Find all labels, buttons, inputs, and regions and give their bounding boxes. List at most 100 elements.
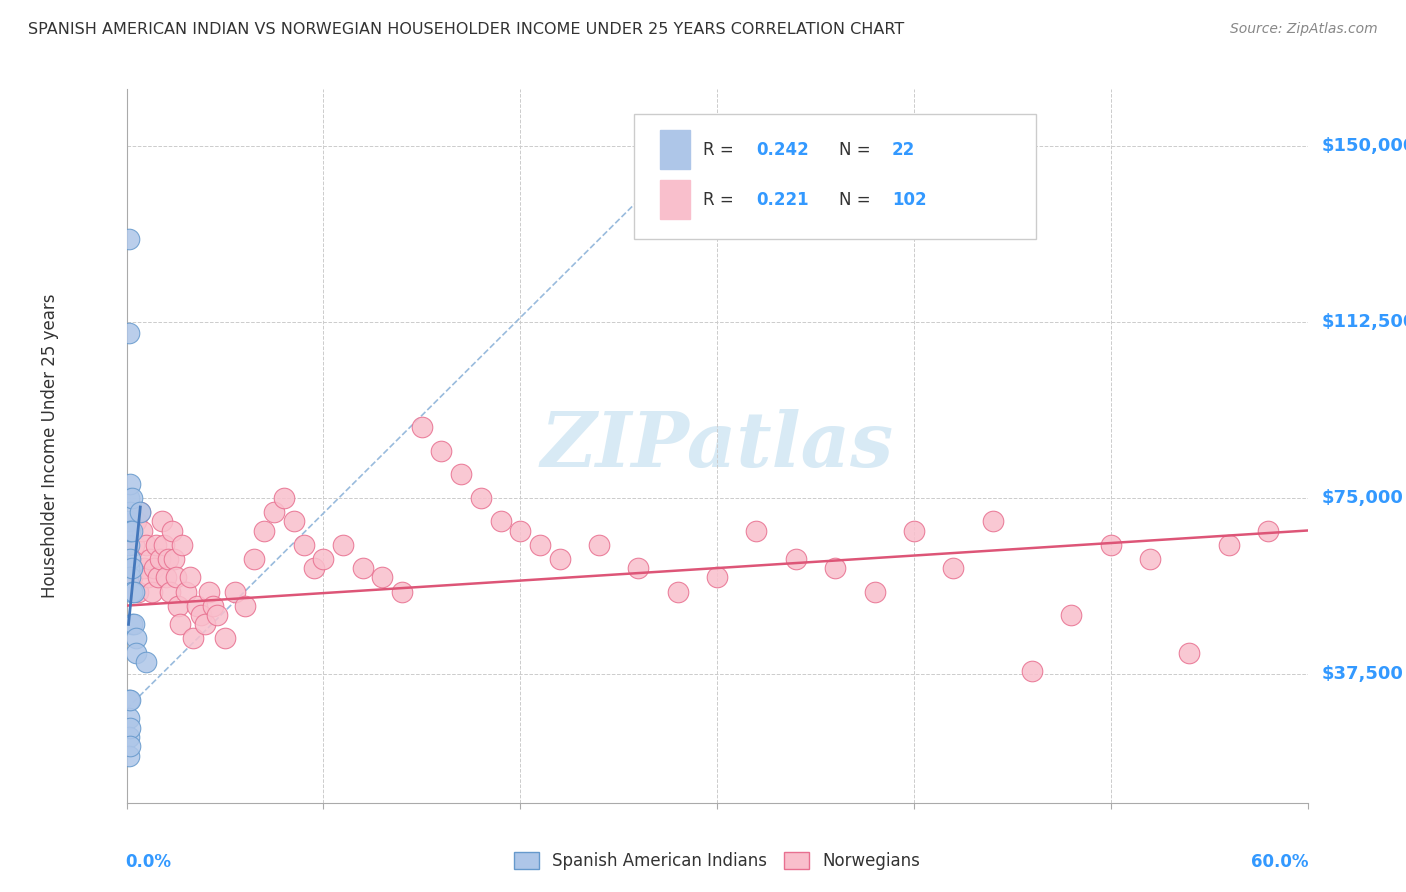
Point	[129, 505, 152, 519]
Point	[120, 739, 142, 754]
Point	[135, 538, 157, 552]
Point	[143, 561, 166, 575]
Point	[135, 655, 157, 669]
Point	[169, 617, 191, 632]
Point	[430, 443, 453, 458]
Point	[273, 491, 295, 505]
Point	[145, 538, 167, 552]
Text: Source: ZipAtlas.com: Source: ZipAtlas.com	[1230, 22, 1378, 37]
Point	[1218, 538, 1240, 552]
Point	[263, 505, 285, 519]
Text: Householder Income Under 25 years: Householder Income Under 25 years	[41, 293, 59, 599]
Point	[179, 570, 201, 584]
Point	[186, 599, 208, 613]
Text: R =: R =	[703, 191, 740, 209]
Point	[129, 505, 152, 519]
Legend: Spanish American Indians, Norwegians: Spanish American Indians, Norwegians	[508, 845, 927, 877]
Point	[117, 232, 139, 246]
Point	[253, 524, 276, 538]
Point	[156, 551, 179, 566]
Point	[942, 561, 965, 575]
Point	[117, 491, 139, 505]
Point	[121, 561, 143, 575]
Point	[149, 551, 172, 566]
Point	[411, 420, 433, 434]
Point	[120, 551, 142, 566]
Point	[1139, 551, 1161, 566]
Point	[981, 514, 1004, 528]
Point	[1178, 646, 1201, 660]
Point	[509, 524, 531, 538]
Point	[198, 584, 221, 599]
Point	[863, 584, 886, 599]
Point	[117, 748, 139, 763]
Point	[121, 524, 143, 538]
Point	[120, 570, 142, 584]
Point	[134, 561, 156, 575]
Point	[124, 538, 146, 552]
Text: 102: 102	[891, 191, 927, 209]
FancyBboxPatch shape	[634, 114, 1036, 239]
Point	[121, 570, 143, 584]
Point	[125, 514, 148, 528]
Text: 0.221: 0.221	[756, 191, 808, 209]
Point	[124, 617, 146, 632]
Point	[150, 514, 173, 528]
Point	[120, 692, 142, 706]
Point	[125, 632, 148, 646]
Point	[117, 514, 139, 528]
Point	[1021, 665, 1043, 679]
Point	[352, 561, 374, 575]
Point	[194, 617, 217, 632]
Point	[824, 561, 846, 575]
Point	[588, 538, 610, 552]
Point	[283, 514, 305, 528]
Point	[159, 584, 181, 599]
Text: 0.0%: 0.0%	[125, 853, 172, 871]
Point	[1099, 538, 1122, 552]
Point	[163, 551, 186, 566]
Bar	[661, 179, 690, 219]
Point	[121, 617, 143, 632]
Point	[224, 584, 246, 599]
Text: ZIPatlas: ZIPatlas	[540, 409, 894, 483]
Point	[312, 551, 335, 566]
Point	[155, 570, 177, 584]
Text: N =: N =	[839, 141, 876, 159]
Point	[117, 538, 139, 552]
Point	[371, 570, 394, 584]
Text: $150,000: $150,000	[1322, 136, 1406, 154]
Point	[120, 721, 142, 735]
Point	[785, 551, 807, 566]
Point	[1257, 524, 1279, 538]
Point	[120, 524, 142, 538]
Point	[121, 584, 143, 599]
Point	[233, 599, 256, 613]
Point	[117, 730, 139, 744]
Point	[529, 538, 551, 552]
Point	[153, 538, 176, 552]
Bar	[661, 130, 690, 169]
Point	[160, 524, 183, 538]
Point	[165, 570, 187, 584]
Point	[190, 607, 212, 622]
Text: $112,500: $112,500	[1322, 312, 1406, 331]
Point	[205, 607, 228, 622]
Point	[117, 692, 139, 706]
Point	[125, 646, 148, 660]
Point	[214, 632, 236, 646]
Point	[1060, 607, 1083, 622]
Point	[120, 505, 142, 519]
Text: 60.0%: 60.0%	[1251, 853, 1309, 871]
Point	[174, 584, 197, 599]
Text: N =: N =	[839, 191, 876, 209]
Point	[183, 632, 205, 646]
Point	[166, 599, 188, 613]
Point	[146, 570, 169, 584]
Point	[120, 476, 142, 491]
Point	[548, 551, 571, 566]
Point	[706, 570, 728, 584]
Text: $37,500: $37,500	[1322, 665, 1403, 682]
Point	[666, 584, 689, 599]
Text: R =: R =	[703, 141, 740, 159]
